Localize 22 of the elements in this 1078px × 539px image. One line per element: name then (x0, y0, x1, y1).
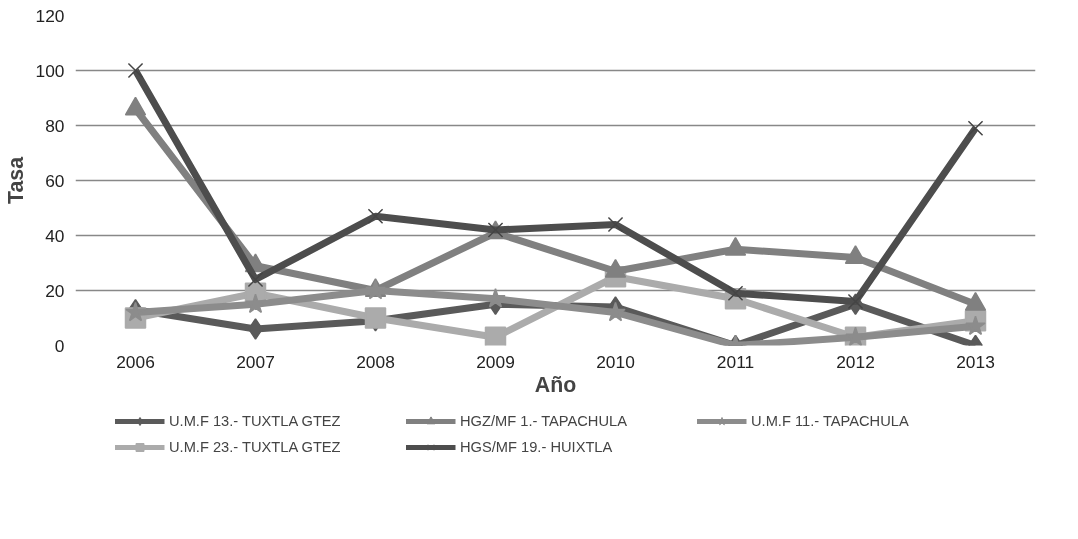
legend-label: U.M.F 11.- TAPACHULA (751, 413, 910, 429)
legend-label: HGS/MF 19.- HUIXTLA (460, 439, 614, 455)
x-tick-label: 2013 (956, 351, 995, 372)
y-tick-label: 80 (45, 115, 65, 136)
x-tick-label: 2007 (236, 351, 275, 372)
y-tick-label: 0 (54, 335, 65, 356)
y-tick-label: 100 (35, 60, 65, 81)
y-axis-title: Tasa (3, 156, 28, 205)
y-tick-label: 40 (45, 225, 65, 246)
x-tick-label: 2006 (116, 351, 155, 372)
legend-label: U.M.F 13.- TUXTLA GTEZ (169, 413, 342, 429)
x-axis-title: Año (534, 372, 577, 397)
x-tick-label: 2008 (356, 351, 395, 372)
y-tick-label: 20 (45, 280, 65, 301)
x-tick-label: 2010 (596, 351, 635, 372)
x-tick-label: 2009 (476, 351, 515, 372)
legend-label: HGZ/MF 1.- TAPACHULA (460, 413, 628, 429)
y-tick-label: 60 (45, 170, 65, 191)
legend-label: U.M.F 23.- TUXTLA GTEZ (169, 439, 342, 455)
y-tick-label: 120 (35, 5, 65, 26)
x-tick-label: 2011 (716, 351, 755, 372)
x-tick-label: 2012 (836, 351, 875, 372)
